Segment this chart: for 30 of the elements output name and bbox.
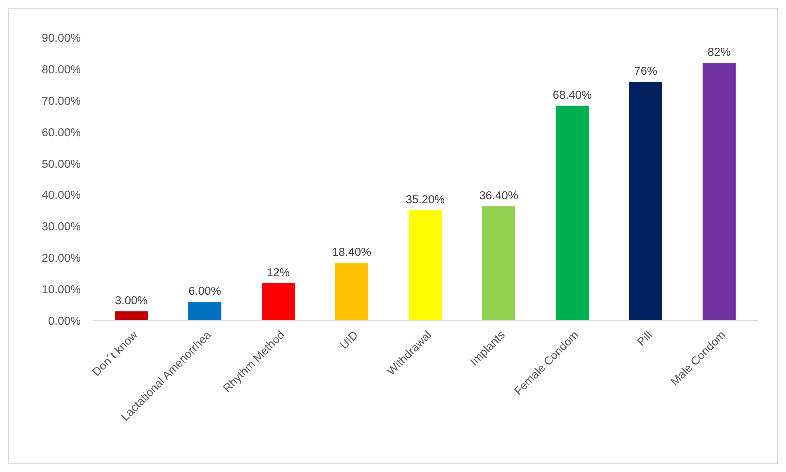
y-tick-label: 20.00%: [42, 253, 81, 266]
bar: [482, 206, 516, 321]
y-tick-label: 10.00%: [42, 284, 81, 297]
data-label: 76%: [634, 66, 658, 78]
bar: [556, 106, 589, 321]
data-label: 3.00%: [115, 296, 148, 308]
data-label: 18.40%: [332, 247, 372, 260]
bar: [408, 210, 442, 321]
data-label: 35.20%: [406, 194, 446, 206]
x-tick-label: Pill: [636, 329, 655, 349]
y-tick-label: 0.00%: [48, 316, 81, 328]
bar: [702, 63, 736, 321]
data-label: 6.00%: [188, 286, 222, 298]
data-label: 12%: [267, 267, 290, 280]
y-tick-label: 70.00%: [42, 96, 81, 108]
bar: [188, 302, 222, 321]
data-label: 36.40%: [479, 190, 518, 203]
bar: [629, 82, 662, 321]
y-tick-label: 90.00%: [42, 33, 81, 46]
data-label: 82%: [708, 47, 731, 60]
bar: [262, 283, 296, 321]
y-tick-label: 50.00%: [42, 158, 81, 171]
y-tick-label: 60.00%: [42, 127, 81, 140]
y-tick-label: 30.00%: [42, 222, 81, 234]
y-tick-label: 80.00%: [42, 64, 81, 76]
bar: [115, 312, 148, 321]
data-label: 68.40%: [552, 90, 592, 102]
x-tick-label: UID: [338, 329, 361, 352]
bar: [335, 263, 369, 321]
y-tick-label: 40.00%: [42, 190, 81, 202]
